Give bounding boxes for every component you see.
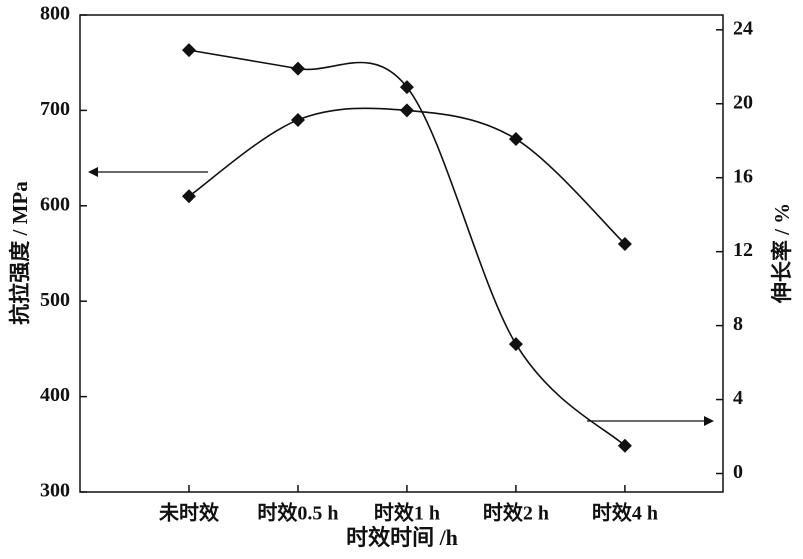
- plot-frame: [79, 14, 724, 493]
- y-tick-label: 700: [40, 98, 70, 120]
- x-axis-label: 时效时间 /h: [346, 525, 458, 550]
- y2-tick-label: 4: [733, 387, 743, 409]
- x-tick-label: 时效1 h: [374, 501, 440, 525]
- series-line: [188, 107, 626, 245]
- y-tick-label: 500: [40, 289, 70, 311]
- data-point: [617, 438, 632, 453]
- data-point: [399, 103, 414, 118]
- y2-tick-label: 24: [733, 17, 753, 39]
- y-tick-label: 300: [40, 480, 70, 502]
- data-point: [617, 236, 632, 251]
- data-point: [181, 189, 196, 204]
- y2-tick-label: 0: [733, 461, 743, 483]
- y2-tick-label: 16: [733, 165, 753, 187]
- y-axis-label: 抗拉强度 / MPa: [8, 181, 32, 325]
- data-point: [508, 337, 523, 352]
- y2-tick-label: 20: [733, 91, 753, 113]
- right-arrow: [587, 416, 714, 426]
- y2-axis-label: 伸长率 / %: [770, 203, 794, 304]
- series-line: [188, 49, 626, 447]
- y-tick-label: 800: [40, 3, 70, 25]
- data-point: [399, 80, 414, 95]
- x-tick-label: 未时效: [159, 501, 219, 525]
- y2-tick-label: 12: [733, 239, 753, 261]
- left-arrow: [88, 167, 208, 177]
- data-point: [181, 43, 196, 58]
- y-tick-label: 600: [40, 193, 70, 215]
- data-point: [508, 132, 523, 147]
- x-tick-label: 时效0.5 h: [257, 501, 338, 525]
- data-point: [290, 112, 305, 127]
- x-tick-label: 时效2 h: [483, 501, 549, 525]
- y-tick-label: 400: [40, 384, 70, 406]
- y2-tick-label: 8: [733, 313, 743, 335]
- data-point: [290, 61, 305, 76]
- x-tick-label: 时效4 h: [592, 501, 658, 525]
